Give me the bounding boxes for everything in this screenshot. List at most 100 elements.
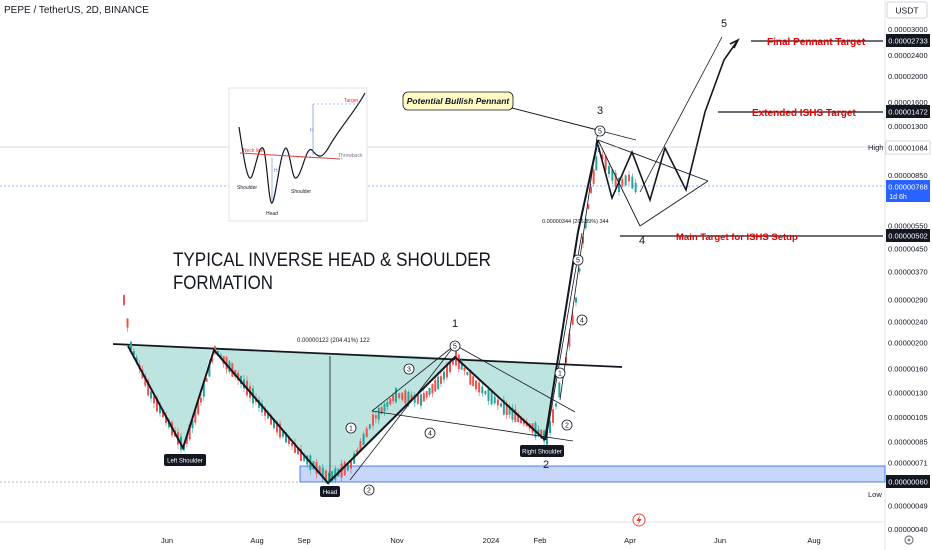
pennant — [597, 139, 709, 227]
time-tick-label: Apr — [624, 536, 636, 545]
circled-wave-label: 1 — [554, 367, 566, 379]
svg-text:2: 2 — [367, 488, 371, 495]
price-badges: 0.00002733 0.00001472 0.00001084 0.00000… — [885, 34, 931, 488]
candle-body — [590, 186, 592, 194]
badge-current-countdown: 1d 6h — [889, 194, 907, 201]
candle-body — [264, 408, 266, 416]
candle-body — [546, 431, 548, 445]
candle-body — [463, 367, 466, 372]
inset-target: Target — [344, 98, 359, 104]
title-line-1: TYPICAL INVERSE HEAD & SHOULDER — [173, 250, 491, 271]
candle-body — [197, 401, 200, 415]
candle-body — [270, 415, 272, 425]
candle-body — [466, 371, 469, 375]
currency-badge[interactable]: USDT — [886, 1, 928, 19]
settings-icon[interactable] — [904, 535, 914, 545]
candle-body — [126, 318, 129, 328]
candle-body — [595, 156, 598, 171]
svg-text:5: 5 — [576, 258, 580, 265]
candles — [123, 143, 637, 485]
candle-body — [508, 408, 511, 415]
candle-body — [404, 390, 407, 404]
candle-body — [571, 315, 574, 325]
candle-body — [631, 176, 634, 189]
candle-body — [584, 218, 587, 228]
candle-body — [624, 175, 627, 186]
time-tick-label: Feb — [534, 536, 547, 545]
price-tick-label: 0.00002400 — [888, 51, 928, 60]
candle-body — [490, 390, 493, 405]
time-axis[interactable]: Jun Aug Sep Nov 2024 Feb Apr Jun Aug — [161, 536, 821, 545]
ishs-pattern-fill — [130, 346, 558, 482]
badge-current: 0.00000768 — [888, 183, 928, 192]
candle-body — [549, 420, 551, 434]
candle-body — [555, 403, 557, 407]
candle-body — [159, 405, 161, 414]
candle-body — [502, 399, 505, 415]
candle-body — [410, 395, 413, 402]
candle-body — [165, 415, 167, 424]
price-tick-label: 0.00000130 — [888, 389, 928, 398]
price-tick-label: 0.00001300 — [888, 122, 928, 131]
candle-body — [324, 470, 327, 481]
measure-label-right: 0.00000344 (206.39%) 344 — [542, 219, 609, 225]
lightning-icon[interactable] — [632, 513, 646, 527]
candle-body — [392, 395, 395, 402]
candle-body — [386, 402, 389, 407]
candle-body — [377, 407, 380, 420]
candle-body — [587, 204, 590, 209]
candle-body — [350, 461, 352, 469]
inset-diagram: Target Neck line Throwback Shoulder Shou… — [228, 87, 368, 222]
low-label: Low — [868, 490, 882, 499]
badge-extended-target: 0.00001472 — [888, 108, 928, 117]
candle-body — [395, 387, 397, 403]
wave-label-1: 1 — [452, 318, 458, 330]
candle-body — [383, 403, 386, 412]
candle-body — [434, 380, 437, 392]
candle-body — [303, 454, 306, 461]
candle-body — [372, 414, 374, 426]
candle-body — [505, 403, 508, 416]
candle-body — [380, 407, 383, 414]
candle-body — [552, 409, 554, 423]
candle-body — [144, 376, 147, 386]
candle-body — [279, 423, 281, 438]
high-label: High — [868, 143, 883, 152]
candle-body — [452, 360, 454, 365]
candle-body — [614, 172, 617, 188]
candle-body — [359, 441, 362, 451]
candle-body — [608, 166, 610, 174]
right-shoulder-tag: Right Shoulder — [520, 445, 564, 457]
candle-body — [353, 453, 356, 464]
price-tick-label: 0.00000850 — [888, 171, 928, 180]
inset-shoulder-left: Shoulder — [237, 185, 257, 191]
circled-wave-label: 3 — [403, 363, 415, 375]
candle-body — [211, 358, 214, 362]
time-tick-label: 2024 — [483, 536, 500, 545]
candle-body — [331, 471, 334, 482]
candle-body — [422, 392, 425, 402]
currency-label: USDT — [895, 6, 918, 16]
candle-body — [156, 397, 158, 412]
pennant-callout: Potential Bullish Pennant — [402, 91, 637, 141]
candle-body — [194, 409, 197, 423]
neckline — [112, 343, 623, 368]
svg-text:Left Shoulder: Left Shoulder — [167, 459, 203, 465]
candle-body — [481, 386, 484, 394]
wave-label-2: 2 — [543, 459, 549, 471]
circled-wave-label: 1 — [345, 422, 357, 434]
time-tick-label: Nov — [390, 536, 404, 545]
candle-body — [297, 448, 299, 455]
candle-body — [446, 364, 448, 378]
inset-head: Head — [266, 211, 278, 217]
candle-body — [365, 428, 368, 438]
candle-body — [208, 363, 211, 377]
candle-body — [472, 376, 475, 387]
candle-body — [543, 430, 546, 442]
candle-body — [162, 411, 164, 418]
candle-body — [582, 236, 584, 244]
candle-body — [315, 461, 318, 474]
price-axis[interactable]: 0.00003000 0.00002400 0.00002000 0.00001600… — [888, 25, 928, 534]
circled-wave-label: 5 — [594, 125, 606, 137]
